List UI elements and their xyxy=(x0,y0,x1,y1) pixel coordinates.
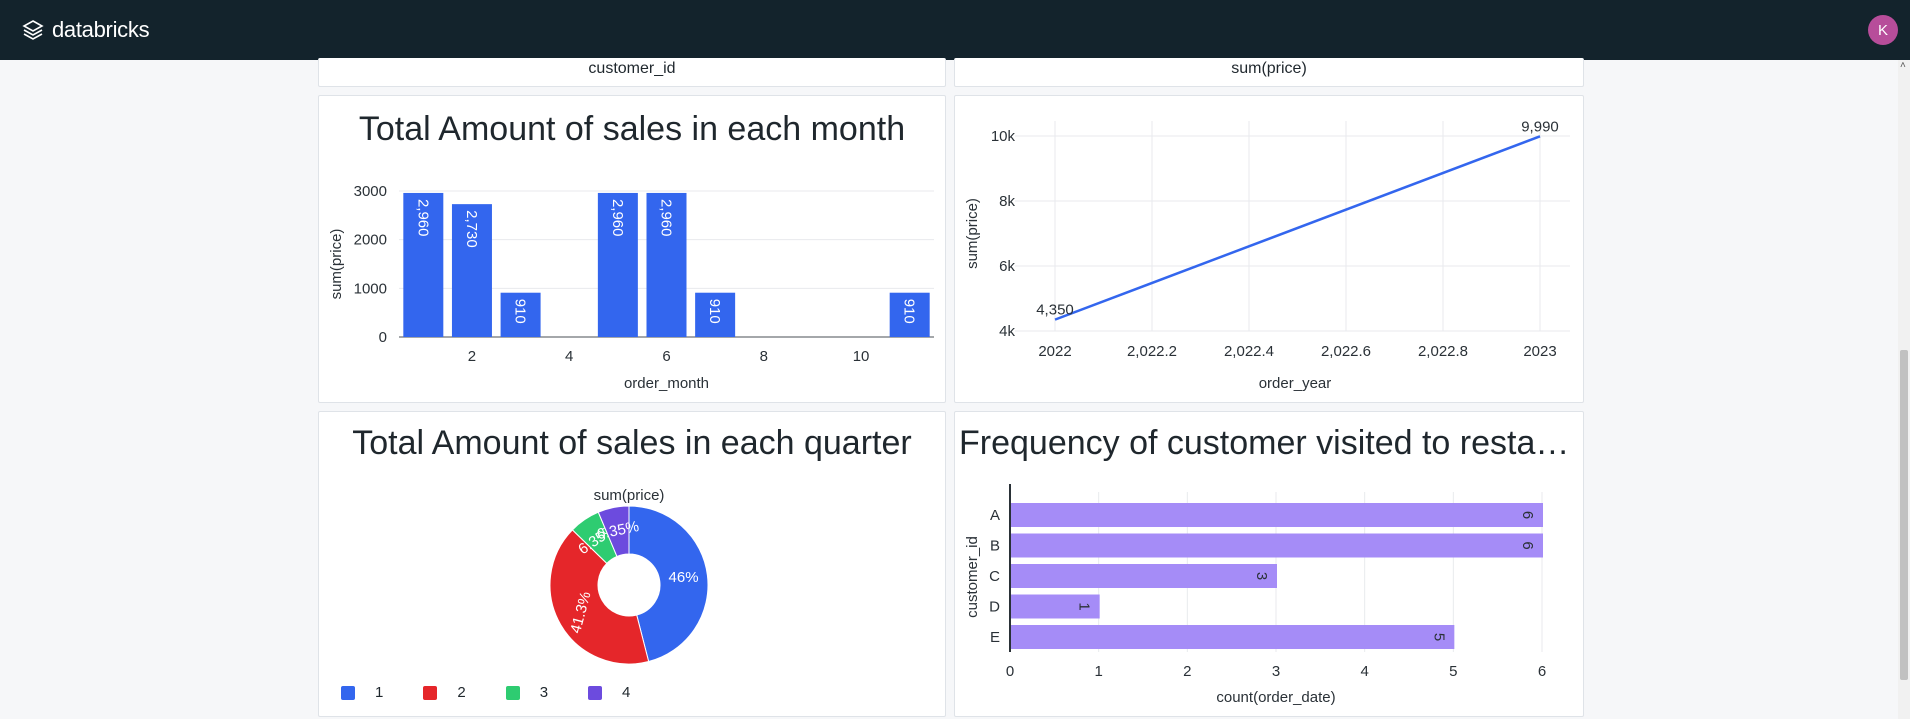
x-tick-label: 0 xyxy=(1006,663,1014,680)
x-tick-label: 8 xyxy=(760,348,768,365)
strip-axis-label: sum(price) xyxy=(955,60,1583,78)
bar-data-label: 6 xyxy=(1519,541,1536,549)
legend-swatch xyxy=(341,686,355,700)
x-tick-label: 4 xyxy=(1360,663,1368,680)
bar-data-label: 3 xyxy=(1253,572,1270,580)
bar-data-label: 2,960 xyxy=(658,199,675,237)
y-tick-label: 8k xyxy=(999,193,1015,210)
legend-item[interactable]: 3 xyxy=(506,684,548,701)
y-tick-label: 2000 xyxy=(354,232,387,249)
bar xyxy=(1011,534,1543,558)
y-tick-label: 10k xyxy=(991,128,1016,145)
x-tick-label: 4 xyxy=(565,348,573,365)
legend-swatch xyxy=(423,686,437,700)
bar-data-label: 2,960 xyxy=(609,199,626,237)
strip-axis-label: customer_id xyxy=(319,60,945,78)
bar xyxy=(1011,625,1454,649)
bar-data-label: 5 xyxy=(1430,633,1447,641)
panel-customer-frequency: Frequency of customer visited to restaur… xyxy=(954,411,1584,717)
scroll-up-icon[interactable]: ˄ xyxy=(1900,62,1908,70)
logo-text: databricks xyxy=(52,17,149,43)
panel-monthly-sales: Total Amount of sales in each month 0 100… xyxy=(318,95,946,403)
databricks-logo-icon xyxy=(22,19,44,41)
y-tick-label: A xyxy=(990,507,1000,524)
y-tick-label: B xyxy=(990,538,1000,555)
bar xyxy=(1011,564,1277,588)
bar-data-label: 6 xyxy=(1519,511,1536,519)
bar-data-label: 1 xyxy=(1076,602,1093,610)
y-tick-label: 4k xyxy=(999,323,1015,340)
series-label: sum(price) xyxy=(594,487,665,504)
legend-label: 1 xyxy=(375,684,383,701)
x-tick-label: 2022 xyxy=(1038,343,1071,360)
legend-item[interactable]: 4 xyxy=(588,684,630,701)
x-tick-label: 2 xyxy=(468,348,476,365)
x-axis-title: order_year xyxy=(1259,375,1332,392)
x-tick-label: 2,022.6 xyxy=(1321,343,1371,360)
panel-yearly-sales: 4k 6k 8k 10k 2022 2,022.2 2,022.4 2,022.6 2,022.… xyxy=(954,95,1584,403)
y-tick-label: D xyxy=(989,599,1000,616)
x-tick-label: 2 xyxy=(1183,663,1191,680)
x-tick-label: 3 xyxy=(1272,663,1280,680)
legend-label: 2 xyxy=(457,684,465,701)
scrollbar-thumb[interactable] xyxy=(1900,350,1908,680)
y-tick-label: 3000 xyxy=(354,183,387,200)
y-axis-title: sum(price) xyxy=(964,198,981,269)
x-tick-label: 6 xyxy=(1538,663,1546,680)
chart-legend: 1 2 3 4 xyxy=(341,684,670,701)
legend-swatch xyxy=(588,686,602,700)
bar-data-label: 910 xyxy=(706,299,723,324)
panel-quarterly-sales: Total Amount of sales in each quarter su… xyxy=(318,411,946,717)
bar-data-label: 910 xyxy=(512,299,529,324)
x-tick-label: 2,022.8 xyxy=(1418,343,1468,360)
top-navigation-bar: databricks K xyxy=(0,0,1910,60)
point-data-label: 9,990 xyxy=(1521,118,1559,135)
x-tick-label: 6 xyxy=(662,348,670,365)
databricks-logo[interactable]: databricks xyxy=(22,17,149,43)
x-axis-title: order_month xyxy=(624,375,709,392)
legend-label: 4 xyxy=(622,684,630,701)
legend-label: 3 xyxy=(540,684,548,701)
x-tick-label: 2023 xyxy=(1523,343,1556,360)
y-tick-label: 1000 xyxy=(354,280,387,297)
y-tick-label: C xyxy=(989,568,1000,585)
monthly-sales-bar-chart: 0 1000 2000 3000 2 4 6 8 10 2,960 2,730 910 2,960 2,9… xyxy=(319,96,945,402)
x-tick-label: 2,022.2 xyxy=(1127,343,1177,360)
bar-data-label: 2,730 xyxy=(463,210,480,248)
slice-data-label: 46% xyxy=(669,569,699,586)
legend-swatch xyxy=(506,686,520,700)
series-line xyxy=(1055,136,1540,319)
x-tick-label: 2,022.4 xyxy=(1224,343,1274,360)
y-tick-label: 6k xyxy=(999,258,1015,275)
x-axis-title: count(order_date) xyxy=(1216,689,1335,706)
x-tick-label: 1 xyxy=(1094,663,1102,680)
y-tick-label: 0 xyxy=(379,329,387,346)
user-avatar[interactable]: K xyxy=(1868,15,1898,45)
bar-data-label: 2,960 xyxy=(414,199,431,237)
customer-frequency-bar-chart: 0 1 2 3 4 5 6 A 6 B 6 C 3 D 1 E 5 count(order_date) custom… xyxy=(955,412,1583,716)
yearly-sales-line-chart: 4k 6k 8k 10k 2022 2,022.2 2,022.4 2,022.6 2,022.… xyxy=(955,96,1583,402)
bar xyxy=(1011,503,1543,527)
legend-item[interactable]: 2 xyxy=(423,684,465,701)
panel-customer-strip: customer_id xyxy=(318,58,946,87)
panel-price-strip: sum(price) xyxy=(954,58,1584,87)
legend-item[interactable]: 1 xyxy=(341,684,383,701)
y-axis-title: customer_id xyxy=(964,536,981,618)
y-axis-title: sum(price) xyxy=(328,229,345,300)
x-tick-label: 10 xyxy=(853,348,870,365)
y-tick-label: E xyxy=(990,629,1000,646)
point-data-label: 4,350 xyxy=(1036,302,1074,319)
bar-data-label: 910 xyxy=(901,299,918,324)
x-tick-label: 5 xyxy=(1449,663,1457,680)
quarterly-sales-donut-chart: sum(price)46%41.3%6.35%6.35% xyxy=(319,412,945,716)
